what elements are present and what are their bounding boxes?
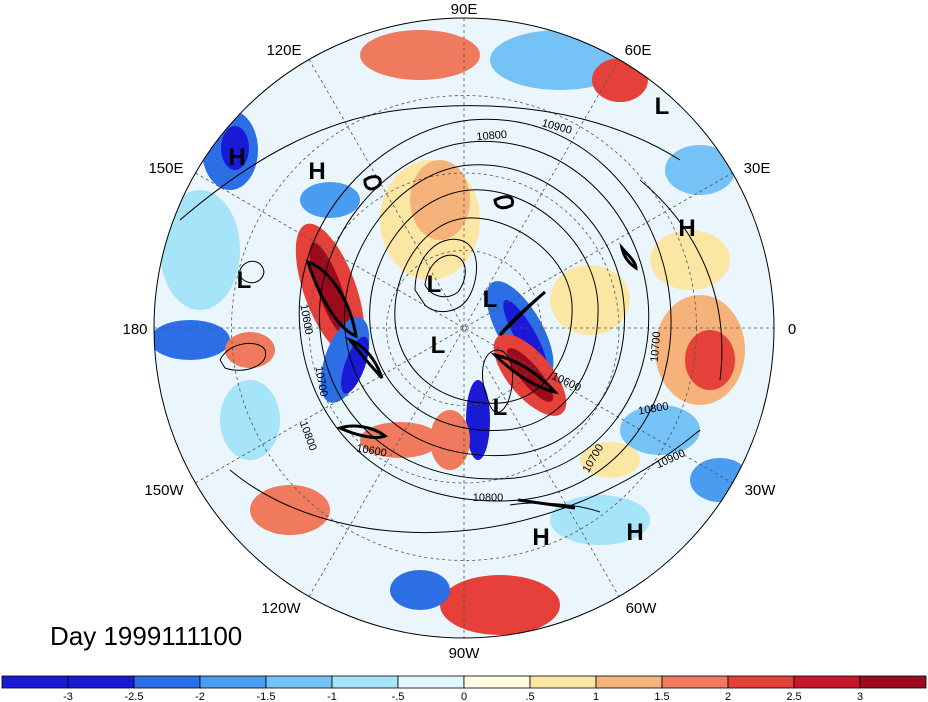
colorbar-tick-label: -.5 — [392, 691, 405, 702]
pressure-center-low: L — [431, 332, 446, 359]
lon-label-120w: 120W — [261, 600, 301, 617]
lon-label-60e: 60E — [625, 42, 652, 59]
colorbar-tick-label: 3 — [857, 691, 863, 702]
contour-label: 10700 — [312, 365, 329, 397]
colorbar-tick-label: 1.5 — [654, 691, 669, 702]
lon-label-150e: 150E — [148, 160, 183, 177]
lon-label-90e: 90E — [451, 1, 478, 18]
lon-label-150w: 150W — [144, 482, 184, 499]
pressure-center-low: L — [483, 286, 498, 313]
colorbar-tick-label: 1 — [593, 691, 599, 702]
contour-label: 10700 — [649, 331, 664, 363]
pressure-center-low: L — [237, 267, 252, 294]
pressure-center-low: L — [493, 394, 508, 421]
colorbar-box — [463, 675, 531, 689]
lon-label-0: 0 — [788, 321, 796, 338]
contour-label: 10800 — [473, 492, 504, 504]
colorbar-box — [67, 675, 135, 689]
colorbar-tick-label: .5 — [525, 691, 534, 702]
pressure-center-low: L — [655, 93, 670, 120]
colorbar-box — [331, 675, 399, 689]
colorbar-box — [859, 675, 927, 689]
colorbar-tick-label: 2.5 — [786, 691, 801, 702]
contour-label: 10800 — [637, 400, 669, 417]
colorbar-box — [793, 675, 861, 689]
map-disc — [154, 18, 774, 638]
colorbar-box — [529, 675, 597, 689]
date-label: Day 1999111100 — [50, 621, 242, 651]
map-boundary — [153, 17, 775, 639]
colorbar-box — [1, 675, 69, 689]
colorbar-tick-label: 0 — [461, 691, 467, 702]
colorbar-tick-label: 2 — [725, 691, 731, 702]
lon-label-60w: 60W — [626, 600, 658, 617]
jet-streaks — [305, 175, 638, 510]
colorbar-tick-label: -2 — [195, 691, 205, 702]
pressure-centers: L H H L L L L H L L H H H — [228, 93, 695, 551]
lon-label-30e: 30E — [744, 160, 771, 177]
pressure-center-high: H — [308, 158, 325, 185]
pressure-center-high: H — [532, 524, 549, 551]
colorbar-box — [397, 675, 465, 689]
pressure-center-high: H — [678, 215, 695, 242]
contour-label: 10600 — [297, 303, 314, 335]
height-contours — [179, 105, 723, 533]
colorbar-box — [199, 675, 267, 689]
colorbar-tick-label: -3 — [63, 691, 73, 702]
lon-label-180: 180 — [122, 321, 147, 338]
contour-label: 10800 — [476, 129, 508, 144]
colorbar-tick-label: -2.5 — [125, 691, 144, 702]
colorbar-box — [727, 675, 795, 689]
lon-label-120e: 120E — [266, 42, 301, 59]
lon-label-90w: 90W — [449, 645, 481, 662]
lon-label-30w: 30W — [745, 482, 777, 499]
colorbar: -3 -2.5 -2 -1.5 -1 -.5 0 .5 1 1.5 2 2.5 3 — [1, 675, 927, 702]
pressure-center-low: L — [427, 271, 442, 298]
colorbar-box — [133, 675, 201, 689]
pressure-center-high: H — [228, 144, 245, 171]
colorbar-box — [265, 675, 333, 689]
colorbar-tick-label: -1.5 — [257, 691, 276, 702]
colorbar-box — [661, 675, 729, 689]
longitude-labels: 90E 60E 30E 0 30W 60W 90W 120W 150W 180 … — [122, 1, 796, 662]
colorbar-tick-label: -1 — [327, 691, 337, 702]
colorbar-box — [595, 675, 663, 689]
pressure-center-high: H — [626, 519, 643, 546]
contour-label: 10600 — [355, 442, 387, 459]
